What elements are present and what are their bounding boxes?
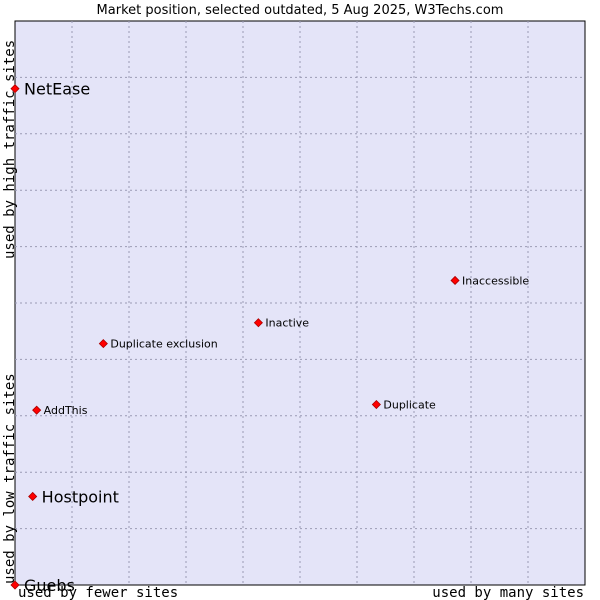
y-axis-label-low: used by low traffic sites — [2, 373, 18, 584]
data-point-marker — [28, 491, 38, 502]
data-point-label: Inactive — [265, 317, 309, 330]
data-point-label: Hostpoint — [42, 487, 119, 506]
data-point-marker — [32, 405, 42, 415]
y-axis-label-high: used by high traffic sites — [2, 40, 18, 259]
x-axis-label-left: used by fewer sites — [18, 585, 178, 600]
data-point-label: Inaccessible — [462, 274, 529, 287]
data-point-label: Duplicate exclusion — [110, 338, 217, 351]
grid-lines — [15, 21, 585, 585]
data-point-label: Guebs — [24, 576, 75, 595]
data-point-marker — [253, 318, 263, 328]
data-point-label: Duplicate — [383, 399, 436, 412]
x-axis-label-right: used by many sites — [432, 585, 584, 600]
chart-title: Market position, selected outdated, 5 Au… — [97, 3, 504, 18]
data-point-label: NetEase — [24, 80, 90, 99]
data-point-marker — [10, 84, 20, 94]
data-point-marker — [450, 275, 460, 286]
data-points: NetEase Inaccessible Inactive Duplicate exc… — [10, 80, 529, 595]
data-point-label: AddThis — [44, 404, 88, 417]
data-point-marker — [98, 339, 108, 349]
data-point-marker — [10, 580, 20, 590]
data-point-marker — [371, 399, 381, 410]
